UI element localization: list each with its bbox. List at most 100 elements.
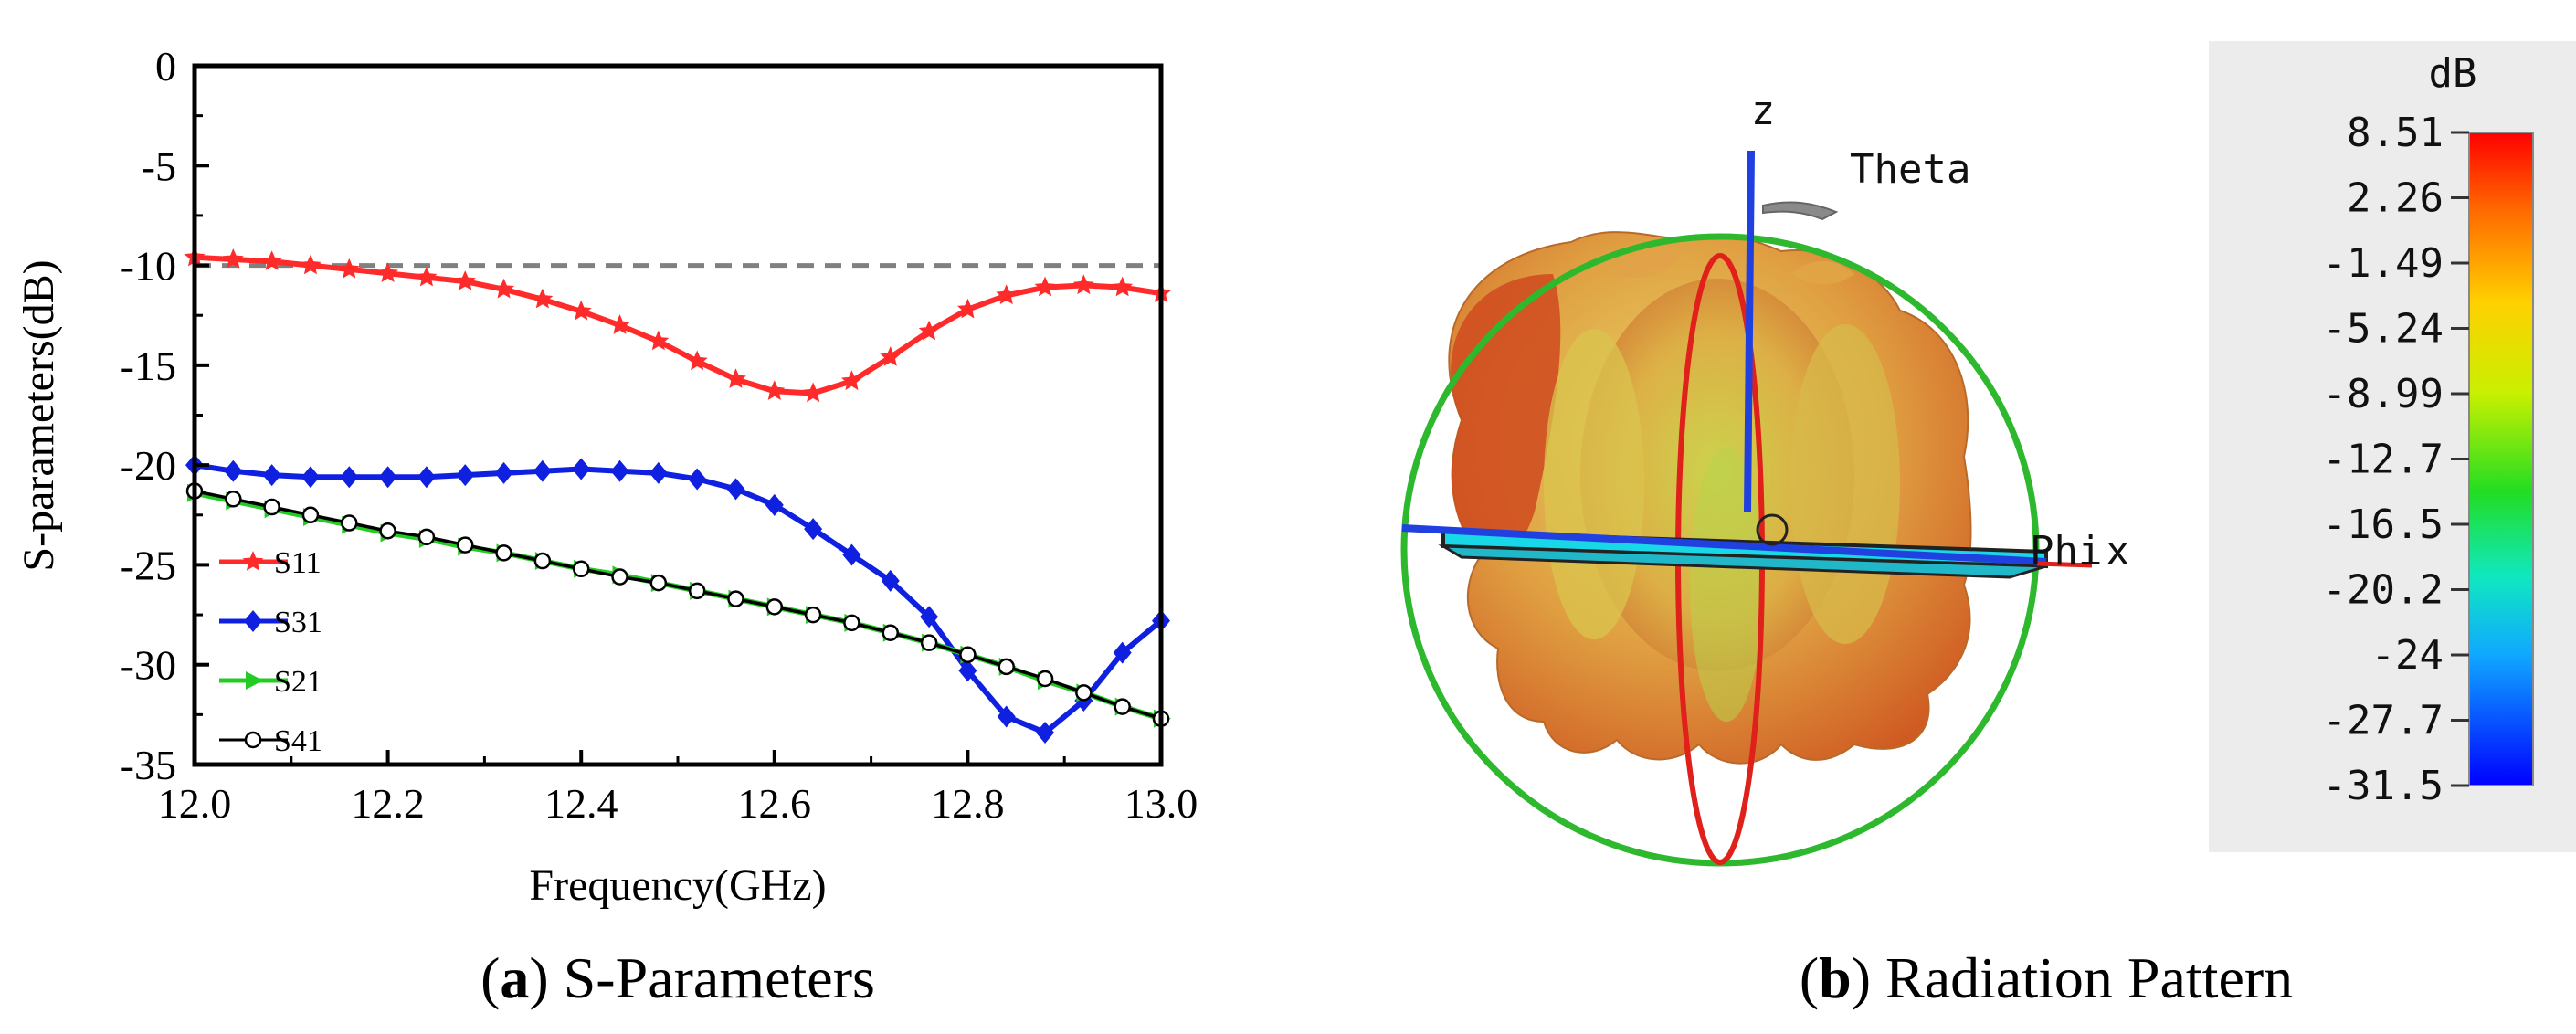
data-point-s31 [881, 569, 900, 592]
series-line-s21 [194, 490, 1162, 722]
data-point-s11 [377, 262, 398, 282]
data-point-s11 [648, 330, 670, 351]
data-point-s41 [456, 536, 474, 554]
colorbar-tick-label: -27.7 [2323, 698, 2444, 744]
y-tick-label: 0 [155, 43, 176, 90]
data-point-s31 [533, 459, 552, 482]
data-point-s41 [1036, 670, 1054, 688]
caption-a-text: S-Parameters [549, 945, 875, 1010]
data-point-s31 [765, 493, 784, 516]
colorbar-tick-label: 8.51 [2347, 110, 2444, 156]
legend-item-s31: S31 [219, 606, 322, 639]
colorbar-tick-label: -5.24 [2323, 306, 2444, 353]
data-point-s41 [649, 574, 668, 592]
y-tick-label: -20 [121, 442, 176, 489]
data-point-s41 [843, 614, 860, 632]
caption-b: (b) Radiation Pattern [1800, 945, 2293, 1010]
data-point-s41 [341, 514, 358, 532]
y-axis-label: S-parameters(dB) [15, 259, 63, 571]
y-tick-label: -35 [121, 742, 176, 788]
colorbar-tick-label: -8.99 [2323, 371, 2444, 417]
legend-marker [244, 731, 262, 749]
y-tick-label: -15 [121, 343, 176, 389]
data-point-s41 [495, 544, 512, 562]
data-point-s41 [263, 498, 280, 516]
y-tick-label: -30 [121, 642, 176, 689]
data-point-s31 [224, 459, 243, 482]
data-point-s11 [532, 288, 554, 309]
x-tick-label: 12.6 [738, 780, 812, 827]
colorbar-tick-label: -1.49 [2323, 240, 2444, 287]
data-point-s11 [725, 368, 746, 388]
z-axis-label: z [1751, 88, 1776, 134]
data-point-s41 [417, 528, 436, 546]
legend: S11 S31 S21 S41 [219, 546, 322, 758]
plot-frame [192, 63, 1164, 767]
radiation-pattern-figure: z Theta Phi x dB 8.51 2.26 -1.49 -5.24 -8.99… [1400, 41, 2576, 1010]
data-point-s11 [764, 380, 786, 400]
data-point-s11 [222, 248, 244, 269]
colorbar-gradient [2468, 132, 2534, 786]
data-point-s11 [300, 254, 322, 275]
data-point-s11 [802, 382, 824, 403]
data-point-s11 [609, 314, 630, 334]
data-point-s11 [454, 270, 476, 290]
data-point-s11 [918, 320, 940, 341]
data-point-s41 [882, 624, 900, 641]
data-point-s41 [225, 491, 242, 508]
data-point-s31 [494, 461, 513, 484]
legend-item-s11: S11 [219, 546, 322, 580]
data-point-s31 [958, 659, 977, 682]
series-s11 [184, 246, 1172, 403]
data-point-s41 [572, 560, 590, 578]
radiation-lobe-3d [1448, 231, 1972, 765]
data-point-s11 [1034, 276, 1056, 297]
x-ticks: 12.0 12.2 12.4 12.6 12.8 13.0 [158, 750, 1198, 827]
series-s41 [185, 482, 1170, 727]
data-point-s31 [1036, 722, 1055, 744]
origin-marker [1756, 513, 1789, 546]
data-point-s11 [1112, 276, 1134, 297]
data-point-s11 [957, 298, 978, 319]
series-line-s11 [194, 254, 1162, 396]
legend-marker [246, 671, 263, 690]
legend-label: S41 [274, 724, 322, 758]
caption-a-letter: a [500, 945, 529, 1010]
data-point-s41 [301, 506, 320, 524]
data-point-s31 [997, 705, 1016, 728]
x-axis-line [1401, 524, 2047, 565]
x-tick-label: 12.0 [158, 780, 232, 827]
data-point-s31 [649, 461, 668, 484]
legend-item-s41: S41 [219, 724, 322, 758]
data-point-s41 [804, 606, 822, 624]
x-tick-label: 12.4 [544, 780, 618, 827]
colorbar-ticks: 8.51 2.26 -1.49 -5.24 -8.99 -12.7 -16.5 -20.2 -2… [2323, 110, 2469, 809]
data-point-s41 [533, 552, 552, 570]
data-point-s31 [688, 468, 707, 491]
data-point-s41 [611, 568, 628, 586]
data-point-s41 [727, 590, 744, 607]
phi-label: Phi [2030, 528, 2102, 575]
s-parameters-chart: 0-5-10-15-20-25-30-35 12.0 12.2 12.4 12.6 12… [15, 43, 1198, 1010]
legend-marker [242, 551, 264, 571]
theta-label: Theta [1850, 146, 1970, 193]
x-axis-label: Frequency(GHz) [529, 861, 826, 910]
colorbar-tick-label: -16.5 [2323, 501, 2444, 548]
data-point-s31 [417, 466, 436, 489]
data-point-s31 [842, 543, 861, 566]
data-point-s31 [1113, 641, 1132, 664]
series-s31 [185, 454, 1170, 744]
data-point-s41 [920, 634, 938, 651]
x-axis-letter: x [2106, 528, 2130, 575]
y-tick-label: -25 [121, 542, 176, 588]
colorbar-tick-label: -12.7 [2323, 437, 2444, 483]
data-point-s41 [1114, 698, 1131, 715]
legend-label: S11 [274, 546, 322, 580]
caption-b-text: Radiation Pattern [1871, 945, 2293, 1010]
data-point-s11 [493, 278, 514, 299]
data-point-s31 [301, 466, 320, 489]
data-point-s31 [920, 606, 939, 628]
data-point-s31 [340, 466, 359, 489]
data-point-s31 [610, 459, 629, 482]
